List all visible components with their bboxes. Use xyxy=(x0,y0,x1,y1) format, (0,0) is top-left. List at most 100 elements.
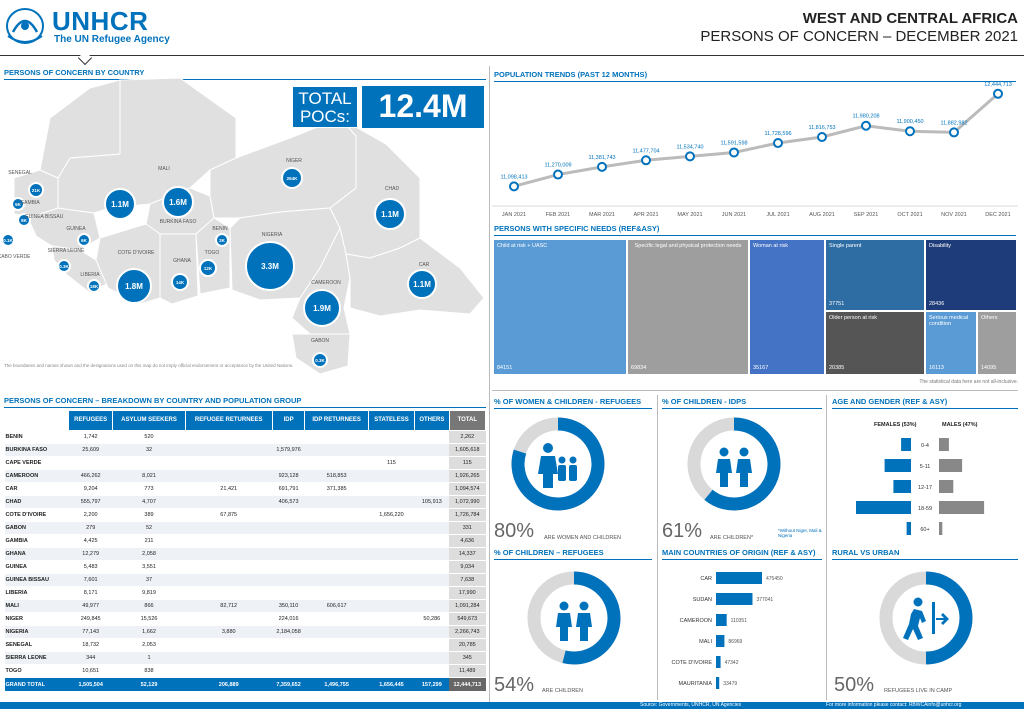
table-cell: 866 xyxy=(112,599,186,613)
divider xyxy=(657,395,658,700)
table-cell xyxy=(185,521,273,535)
specific-needs-treemap: Child at risk + UASC 84151 Specific legal … xyxy=(494,240,1016,374)
map-bubble-value: 1.1M xyxy=(413,280,431,289)
treemap-tile-value: 69834 xyxy=(631,365,647,371)
table-cell: 77,143 xyxy=(68,625,113,639)
table-cell xyxy=(185,664,273,678)
female-bar xyxy=(856,501,911,514)
table-cell xyxy=(414,625,450,639)
table-cell xyxy=(368,560,415,574)
table-cell xyxy=(304,547,369,561)
table-cell xyxy=(414,469,450,483)
table-cell xyxy=(304,521,369,535)
table-cell: 3,880 xyxy=(185,625,273,639)
treemap-tile: Disability 28436 xyxy=(926,240,1016,310)
map-bubble-value: 1.1M xyxy=(111,200,129,209)
age-group-label: 60+ xyxy=(920,527,929,533)
treemap-note: The statistical data here are not all-in… xyxy=(919,379,1018,385)
treemap-tile-value: 20385 xyxy=(829,365,845,371)
treemap-tile-value: 35167 xyxy=(753,365,769,371)
trend-x-tick: APR 2021 xyxy=(633,212,658,218)
table-cell xyxy=(272,508,305,522)
table-header-cell: IDP RETURNEES xyxy=(304,410,369,431)
table-cell: 1,605,618 xyxy=(449,443,486,457)
female-bar xyxy=(906,522,911,535)
male-bar xyxy=(939,438,949,451)
map-bubble xyxy=(199,259,217,277)
table-row: CHAD 555,797 4,707 406,573 105,913 1,072,990 xyxy=(4,495,486,509)
table-cell: 105,913 xyxy=(414,495,450,509)
map-bubble-value: 0.3K xyxy=(59,264,69,269)
origin-bar xyxy=(716,593,753,605)
origin-bar xyxy=(716,572,762,584)
table-cell xyxy=(414,599,450,613)
table-cell: 1,505,504 xyxy=(68,677,113,692)
logo-text: UNHCR xyxy=(52,6,149,36)
treemap-tile: Others 14095 xyxy=(978,312,1016,374)
table-cell: 4,636 xyxy=(449,534,486,548)
trend-point xyxy=(685,151,695,162)
table-country-cell: NIGER xyxy=(4,612,69,626)
treemap-tile: Woman at risk 35167 xyxy=(750,240,824,374)
origins-bar-chart: CAR 475450 SUDAN 377041 CAMEROON 110351 MALI 86… xyxy=(672,572,783,689)
table-row: BURKINA FASO 25,609 32 1,579,976 1,605,618 xyxy=(4,443,486,457)
map-bubble xyxy=(77,233,91,247)
table-cell: 691,791 xyxy=(272,482,305,496)
children-idp-title: % OF CHILDREN - IDPs xyxy=(662,397,822,409)
map-bubble-value: 1.6M xyxy=(169,198,187,207)
table-cell xyxy=(414,651,450,665)
table-cell: 1,742 xyxy=(68,430,113,444)
female-bar xyxy=(884,459,911,472)
women-children-donut xyxy=(511,417,605,511)
table-cell xyxy=(185,638,273,652)
map-bubble xyxy=(281,167,303,189)
origin-value-label: 33479 xyxy=(723,681,737,687)
table-country-cell: CAR xyxy=(4,482,69,496)
trend-data-label: 11,477,704 xyxy=(632,148,659,154)
table-cell xyxy=(368,664,415,678)
table-cell xyxy=(414,430,450,444)
table-cell: 7,638 xyxy=(449,573,486,587)
children-icon xyxy=(716,447,752,487)
table-cell xyxy=(68,456,113,470)
table-country-cell: NIGERIA xyxy=(4,625,69,639)
treemap-tile-label: Woman at risk xyxy=(753,243,789,249)
trend-x-tick: MAY 2021 xyxy=(677,212,702,218)
table-cell: 7,359,652 xyxy=(272,677,305,692)
map-disclaimer: The boundaries and names shown and the d… xyxy=(4,363,294,368)
male-bar xyxy=(939,522,943,535)
origin-bar xyxy=(716,677,720,689)
origin-country-label: CAMEROON xyxy=(680,618,712,624)
map-country-label: BURKINA FASO xyxy=(160,219,197,225)
table-cell xyxy=(414,508,450,522)
table-row: SENEGAL 18,732 2,053 20,785 xyxy=(4,638,486,652)
table-cell xyxy=(304,456,369,470)
table-header-cell: STATELESS xyxy=(367,410,416,431)
children-idp-note: *Without Niger, Mali & Nigeria xyxy=(778,528,822,538)
table-cell xyxy=(272,560,305,574)
table-cell xyxy=(368,534,415,548)
map-bubble xyxy=(11,197,25,211)
table-country-cell: GABON xyxy=(4,521,69,535)
table-cell: 10,651 xyxy=(68,664,113,678)
trend-data-label: 11,381,743 xyxy=(588,155,615,161)
map-bubble-value: 1.1M xyxy=(381,210,399,219)
table-cell: 52,129 xyxy=(112,677,186,692)
children-idp-donut xyxy=(687,417,781,511)
children-ref-donut xyxy=(527,571,621,665)
table-country-cell: CAMEROON xyxy=(4,469,69,483)
origin-bar xyxy=(716,635,725,647)
males-label: MALES (47%) xyxy=(942,422,978,428)
table-row: NIGER 249,845 15,526 224,016 50,286 549,673 xyxy=(4,612,486,626)
table-cell xyxy=(304,495,369,509)
table-cell xyxy=(304,508,369,522)
children-icon xyxy=(556,601,592,641)
table-country-cell: CAPE VERDE xyxy=(4,456,69,470)
table-header-cell xyxy=(4,410,69,431)
treemap-tile: Specific legal and physical protection n… xyxy=(628,240,748,374)
origin-country-label: COTE D'IVOIRE xyxy=(672,660,713,666)
map-country-label: MALI xyxy=(158,166,170,172)
map-bubble-value: 14K xyxy=(176,280,185,285)
